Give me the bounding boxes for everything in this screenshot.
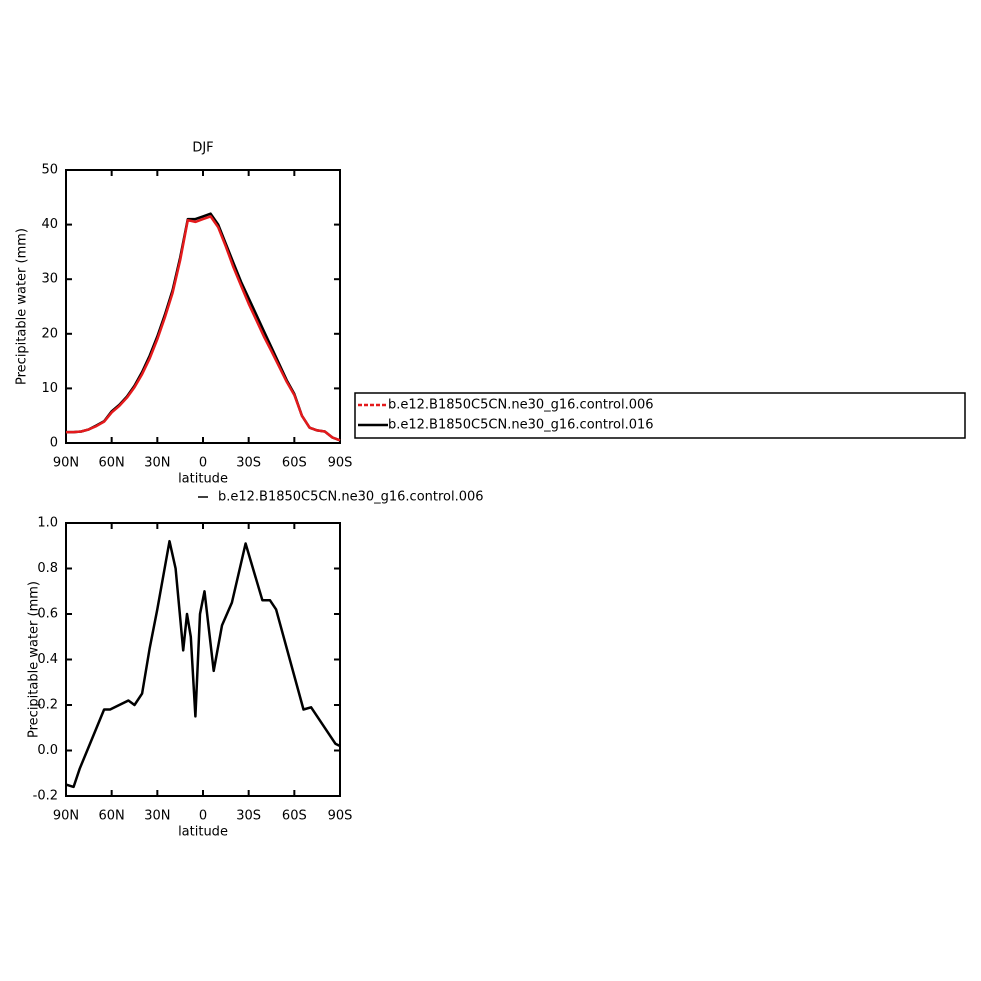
y-tick-label: -0.2 [33, 789, 58, 804]
x-tick-label: 60S [282, 456, 307, 471]
y-axis-label: Precipitable water (mm) [27, 581, 42, 738]
y-tick-label: 0.6 [37, 607, 58, 622]
x-tick-label: 30N [144, 809, 170, 824]
y-tick-label: 1.0 [37, 516, 58, 531]
y-tick-label: 0 [50, 436, 58, 451]
x-tick-label: 60S [282, 809, 307, 824]
x-tick-label: 30N [144, 456, 170, 471]
x-tick-label: 30S [236, 456, 261, 471]
data-line [65, 539, 341, 789]
x-axis-label: latitude [178, 825, 228, 840]
x-tick-label: 90N [53, 809, 79, 824]
y-axis-label: Precipitable water (mm) [15, 228, 30, 385]
legend-box [354, 392, 966, 439]
y-tick-label: 0.4 [37, 652, 58, 667]
x-tick-label: 0 [199, 809, 207, 824]
legend-label: b.e12.B1850C5CN.ne30_g16.control.006 [218, 490, 484, 505]
y-tick-label: 10 [41, 381, 58, 396]
legend-label: b.e12.B1850C5CN.ne30_g16.control.016 [388, 418, 654, 433]
x-tick-label: 90N [53, 456, 79, 471]
x-tick-label: 90S [328, 456, 353, 471]
x-tick-label: 0 [199, 456, 207, 471]
y-tick-label: 0.2 [37, 698, 58, 713]
x-tick-label: 60N [99, 809, 125, 824]
x-axis-label: latitude [178, 472, 228, 487]
plot-frame [65, 522, 341, 797]
y-tick-label: 50 [41, 163, 58, 178]
x-tick-label: 60N [99, 456, 125, 471]
y-tick-label: 20 [41, 326, 58, 341]
x-tick-label: 30S [236, 809, 261, 824]
chart-title: DJF [192, 141, 213, 156]
y-tick-label: 30 [41, 272, 58, 287]
y-tick-label: 0.8 [37, 561, 58, 576]
y-tick-label: 40 [41, 217, 58, 232]
data-line [66, 215, 341, 442]
legend-label: b.e12.B1850C5CN.ne30_g16.control.006 [388, 398, 654, 413]
plot-frame [65, 169, 341, 444]
x-tick-label: 90S [328, 809, 353, 824]
y-tick-label: 0.0 [37, 743, 58, 758]
